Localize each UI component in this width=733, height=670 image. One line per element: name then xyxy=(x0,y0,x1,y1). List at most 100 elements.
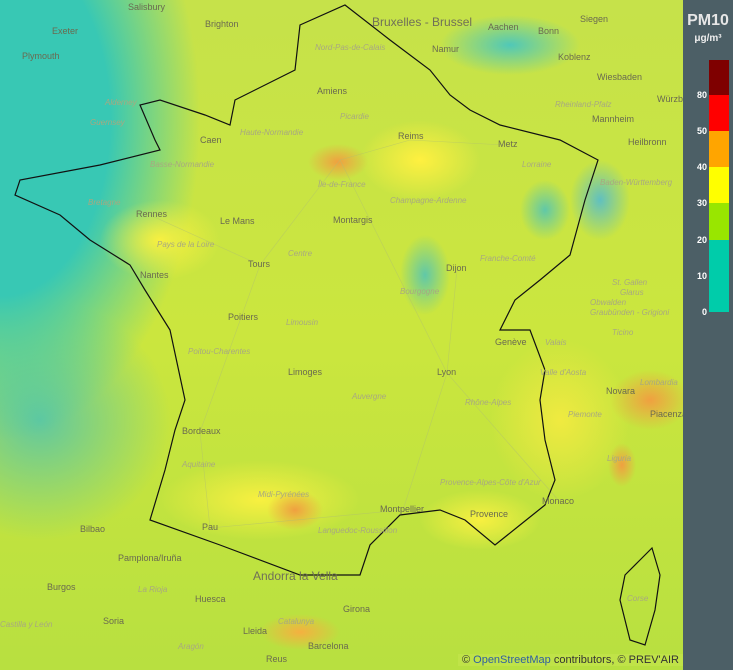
city-label: Caen xyxy=(200,135,222,145)
legend-tick: 10 xyxy=(696,271,707,281)
legend-tick: 80 xyxy=(696,90,707,100)
city-label: Amiens xyxy=(317,86,348,96)
region-label: Franche-Comté xyxy=(480,254,536,263)
region-label: Limousin xyxy=(286,318,319,327)
city-label: Reims xyxy=(398,131,424,141)
region-label: Valais xyxy=(545,338,567,347)
city-label: Monaco xyxy=(542,496,575,506)
city-label: Le Mans xyxy=(220,216,255,226)
attribution: © OpenStreetMap contributors, © PREV'AIR xyxy=(457,654,683,666)
region-label: Graubünden - Grigioni xyxy=(590,308,670,317)
region-label: Castilla y León xyxy=(0,620,53,629)
region-label: Glarus xyxy=(620,288,644,297)
city-label: Barcelona xyxy=(308,641,349,651)
region-label: Pays de la Loire xyxy=(157,240,215,249)
city-label: Siegen xyxy=(580,14,609,24)
region-label: Ticino xyxy=(612,328,634,337)
city-label: Wiesbaden xyxy=(597,72,643,82)
region-label: Midi-Pyrénées xyxy=(258,490,310,499)
legend-swatch-40-50 xyxy=(709,131,729,167)
city-label: Reus xyxy=(266,654,288,664)
region-label: Baden-Württemberg xyxy=(600,178,673,187)
region-label: Haute-Normandie xyxy=(240,128,304,137)
region-label: Champagne-Ardenne xyxy=(390,196,467,205)
region-label: Basse-Normandie xyxy=(150,160,215,169)
region-label: Picardie xyxy=(340,112,369,121)
legend-tick: 30 xyxy=(696,198,707,208)
city-label: Montargis xyxy=(333,215,373,225)
region-label: La Rioja xyxy=(138,585,168,594)
region-label: Aragón xyxy=(178,642,204,651)
city-label: Koblenz xyxy=(558,52,591,62)
city-label: Mannheim xyxy=(592,114,635,124)
city-label: Namur xyxy=(432,44,460,54)
region-label: Catalunya xyxy=(278,617,315,626)
region-label: Bretagne xyxy=(88,198,121,207)
city-label: Girona xyxy=(343,604,371,614)
legend-swatch-80plus xyxy=(709,60,729,95)
france-border xyxy=(14,4,599,576)
region-label: Rhône-Alpes xyxy=(465,398,512,407)
city-label: Plymouth xyxy=(22,51,60,61)
city-label: Pau xyxy=(202,522,219,532)
city-label: Andorra la Vella xyxy=(253,569,338,583)
city-label: Huesca xyxy=(195,594,226,604)
region-label: Obwalden xyxy=(590,298,627,307)
corsica-border xyxy=(619,546,661,646)
region-label: Provence-Alpes-Côte d'Azur xyxy=(440,478,541,487)
city-label: Heilbronn xyxy=(628,137,667,147)
region-label: St. Gallen xyxy=(612,278,648,287)
legend-tick: 40 xyxy=(696,162,707,172)
city-label: Aachen xyxy=(488,22,519,32)
region-label: Rheinland-Pfalz xyxy=(555,100,612,109)
city-label: Bilbao xyxy=(80,524,106,534)
region-label: Île-de-France xyxy=(318,180,366,189)
region-label: Lombardia xyxy=(640,378,678,387)
region-label: Piemonte xyxy=(568,410,602,419)
legend-tick: 0 xyxy=(701,307,707,317)
city-label: Soria xyxy=(103,616,125,626)
city-label: Burgos xyxy=(47,582,76,592)
city-label: Dijon xyxy=(446,263,467,273)
region-label: Corse xyxy=(627,594,649,603)
city-label: Limoges xyxy=(288,367,323,377)
region-label: Lorraine xyxy=(522,160,552,169)
city-label: Pamplona/Iruña xyxy=(118,553,182,563)
city-label: Nantes xyxy=(140,270,169,280)
region-label: Liguria xyxy=(607,454,632,463)
city-label: Bruxelles - Brussel xyxy=(372,15,473,29)
region-label: Bourgogne xyxy=(400,287,440,296)
city-label: Würzburg xyxy=(657,94,697,104)
city-label: Montpellier xyxy=(380,504,425,514)
region-label: Nord-Pas-de-Calais xyxy=(315,43,386,52)
city-label: Lleida xyxy=(243,626,268,636)
legend-swatch-0-20 xyxy=(709,240,729,312)
region-label: Valle d'Aosta xyxy=(540,368,587,377)
region-label: Languedoc-Roussillon xyxy=(318,526,398,535)
legend-tick: 20 xyxy=(696,235,707,245)
city-label: Bordeaux xyxy=(182,426,221,436)
legend-unit: μg/m³ xyxy=(694,33,722,44)
legend-swatch-20-30 xyxy=(709,203,729,240)
city-label: Poitiers xyxy=(228,312,259,322)
city-label: Provence xyxy=(470,509,509,519)
city-label: Salisbury xyxy=(128,2,166,12)
city-label: Metz xyxy=(498,139,518,149)
city-label: Exeter xyxy=(52,26,79,36)
openstreetmap-link[interactable]: OpenStreetMap xyxy=(473,654,551,666)
legend-tick: 50 xyxy=(696,126,707,136)
region-label: Guernsey xyxy=(90,118,125,127)
city-label: Lyon xyxy=(437,367,457,377)
city-label: Genève xyxy=(495,337,527,347)
city-label: Bonn xyxy=(538,26,560,36)
region-label: Aquitaine xyxy=(182,460,216,469)
city-label: Piacenza xyxy=(650,409,688,419)
region-label: Auvergne xyxy=(352,392,387,401)
city-label: Tours xyxy=(248,259,271,269)
region-label: Centre xyxy=(288,249,313,258)
city-label: Novara xyxy=(606,386,636,396)
city-label: Rennes xyxy=(136,209,168,219)
city-label: Brighton xyxy=(205,19,239,29)
